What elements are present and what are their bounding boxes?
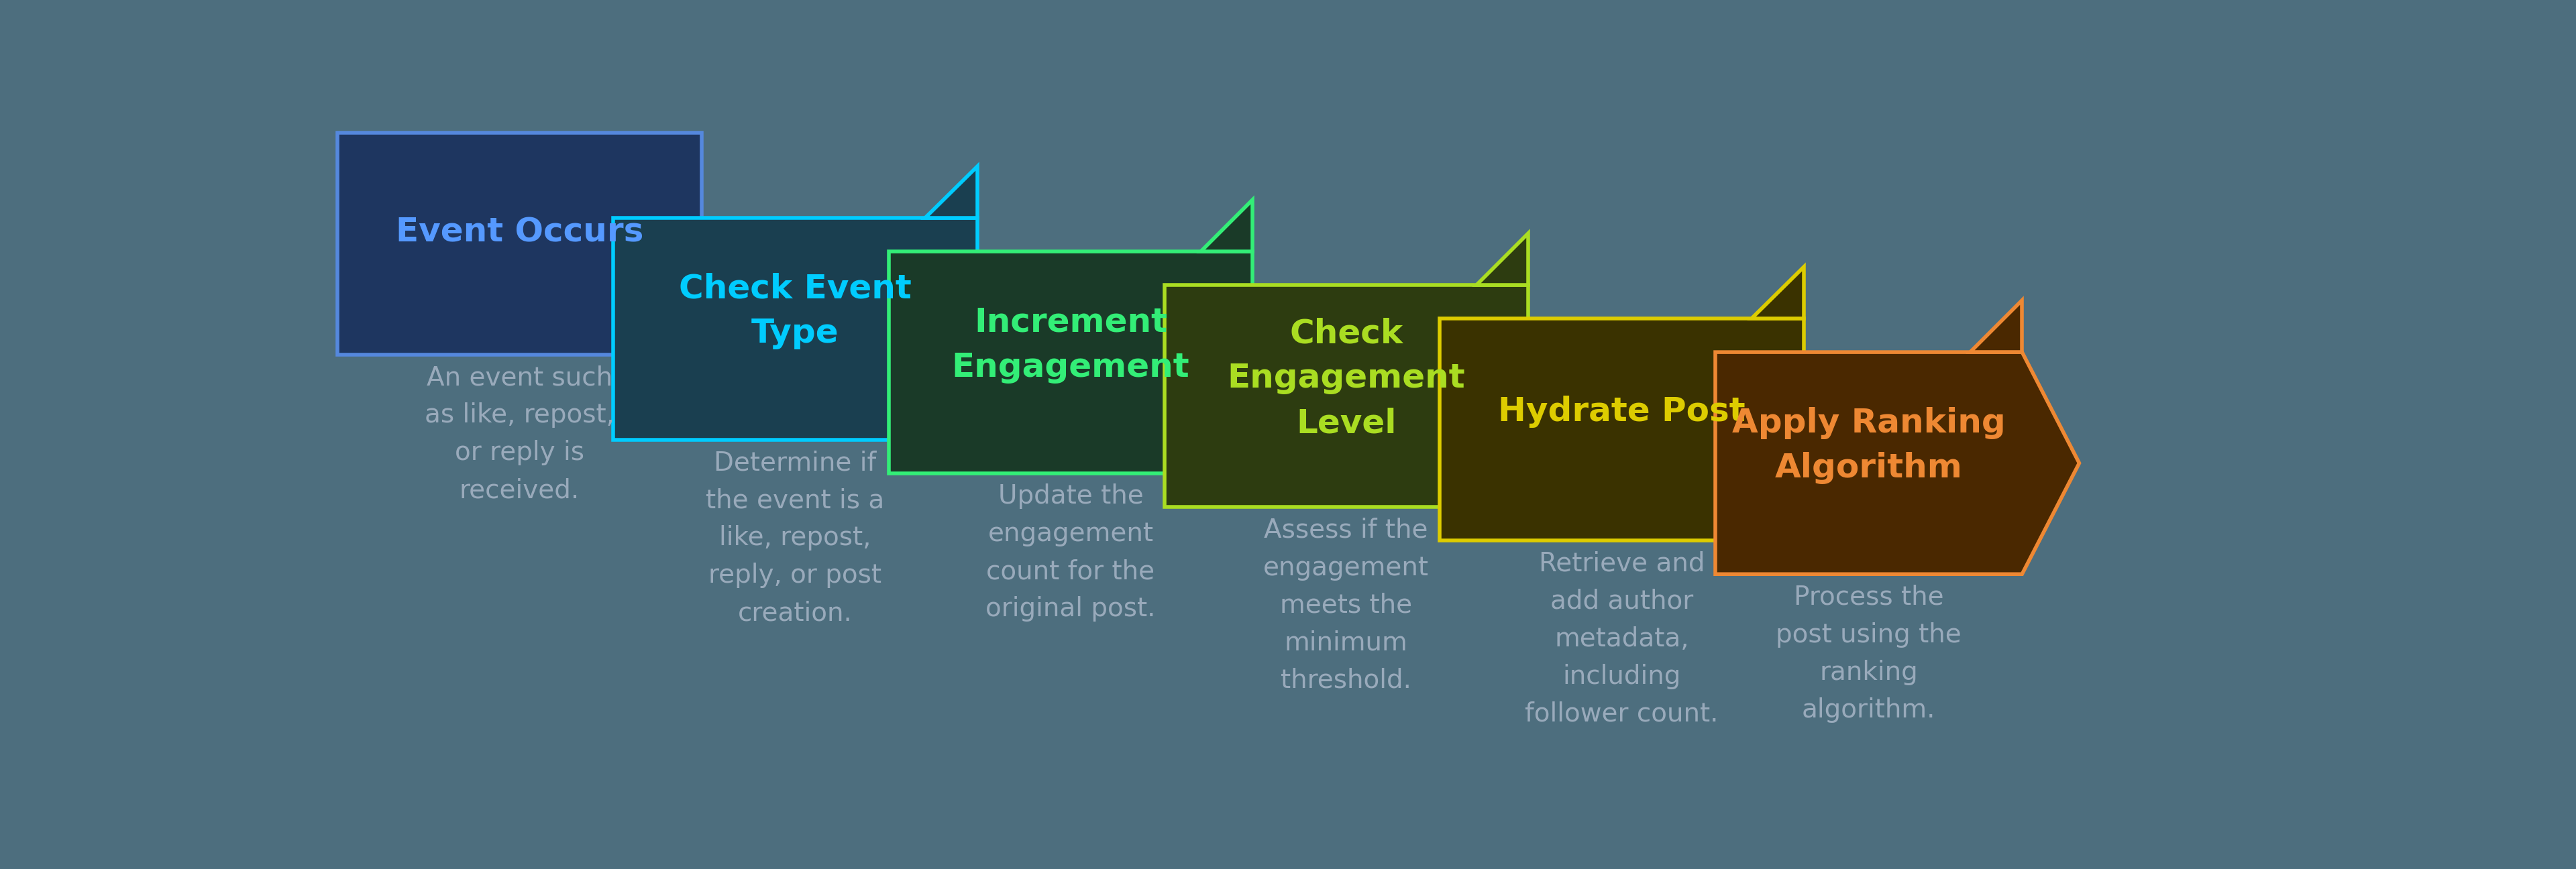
Polygon shape — [1752, 267, 1803, 319]
Text: Assess if the
engagement
meets the
minimum
threshold.: Assess if the engagement meets the minim… — [1262, 517, 1430, 693]
Polygon shape — [1476, 234, 1528, 285]
Text: Determine if
the event is a
like, repost,
reply, or post
creation.: Determine if the event is a like, repost… — [706, 450, 884, 626]
Polygon shape — [1971, 301, 2022, 352]
Text: Increment
Engagement: Increment Engagement — [951, 306, 1190, 383]
Text: Process the
post using the
ranking
algorithm.: Process the post using the ranking algor… — [1775, 585, 1960, 722]
Polygon shape — [1164, 285, 1528, 507]
Polygon shape — [613, 218, 976, 440]
Text: Hydrate Post: Hydrate Post — [1499, 395, 1747, 428]
Text: Update the
engagement
count for the
original post.: Update the engagement count for the orig… — [987, 484, 1157, 622]
Polygon shape — [1200, 200, 1252, 251]
Polygon shape — [337, 133, 701, 355]
Text: Retrieve and
add author
metadata,
including
follower count.: Retrieve and add author metadata, includ… — [1525, 551, 1718, 726]
Polygon shape — [889, 251, 1252, 474]
Text: Apply Ranking
Algorithm: Apply Ranking Algorithm — [1731, 407, 2007, 484]
Polygon shape — [1440, 319, 1803, 541]
Text: Check
Engagement
Level: Check Engagement Level — [1226, 317, 1466, 439]
Polygon shape — [925, 166, 976, 218]
Text: An event such
as like, repost,
or reply is
received.: An event such as like, repost, or reply … — [425, 365, 616, 503]
Polygon shape — [1716, 352, 2079, 574]
Text: Event Occurs: Event Occurs — [397, 216, 644, 249]
Text: Check Event
Type: Check Event Type — [680, 273, 912, 349]
